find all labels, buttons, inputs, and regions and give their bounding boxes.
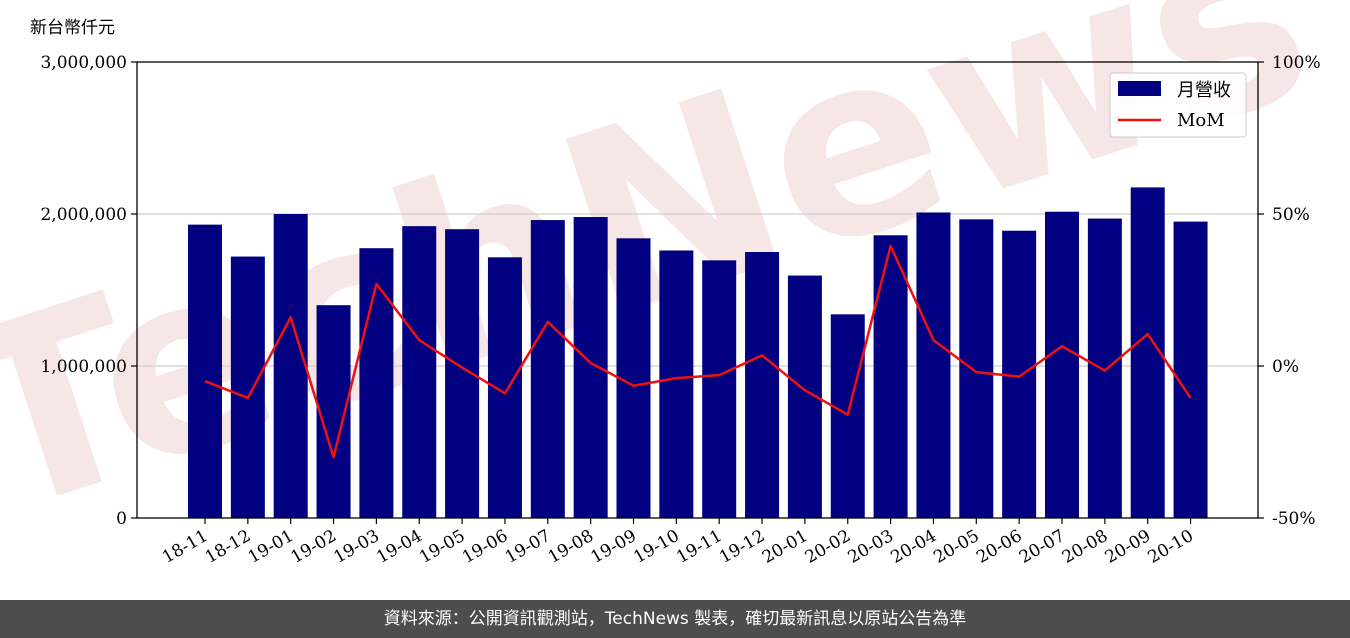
x-tick-label: 20-08: [1059, 526, 1111, 568]
x-tick-label: 19-05: [416, 526, 468, 568]
x-tick-label: 20-09: [1102, 526, 1154, 568]
x-tick-label: 19-12: [716, 526, 768, 568]
x-tick-label: 19-03: [330, 526, 382, 568]
left-axis: 0 1,000,000 2,000,000 3,000,000: [40, 53, 137, 529]
right-tick-label: -50%: [1272, 509, 1316, 529]
mom-line: [204, 244, 1192, 459]
revenue-bar: [188, 224, 222, 518]
left-tick-label: 1,000,000: [40, 357, 127, 377]
revenue-bar: [616, 238, 651, 518]
x-tick-label: 20-01: [759, 526, 811, 568]
x-tick-label: 19-06: [459, 526, 511, 568]
revenue-bar: [1045, 211, 1079, 518]
left-tick-label: 2,000,000: [40, 205, 127, 225]
x-tick-label: 19-08: [545, 526, 597, 568]
mom-series: [204, 244, 1192, 459]
x-tick-label: 19-09: [588, 526, 640, 568]
x-tick-label: 19-01: [245, 526, 297, 568]
plot-frame: [136, 61, 1259, 519]
x-tick-label: 20-05: [930, 526, 982, 568]
revenue-bar: [487, 257, 522, 518]
x-tick-label: 19-10: [630, 526, 682, 568]
revenue-bar: [659, 250, 694, 519]
legend-line-label: MoM: [1177, 110, 1225, 131]
right-tick-label: 0%: [1272, 357, 1299, 377]
x-tick-label: 20-03: [845, 526, 897, 568]
revenue-bar: [359, 248, 394, 518]
revenue-bar: [916, 212, 951, 519]
legend: 月營收 MoM: [1109, 72, 1247, 138]
y-unit-label: 新台幣仟元: [30, 18, 115, 38]
legend-bar-label: 月營收: [1177, 80, 1231, 101]
revenue-bar: [230, 256, 265, 518]
right-tick-label: 100%: [1272, 53, 1321, 73]
revenue-bar: [1173, 221, 1208, 518]
revenue-bar: [402, 226, 437, 518]
x-tick-label: 20-07: [1016, 526, 1068, 568]
revenue-bar: [873, 235, 908, 518]
x-tick-label: 20-06: [973, 526, 1025, 568]
right-tick-label: 50%: [1272, 205, 1310, 225]
x-tick-label: 20-02: [802, 526, 854, 568]
bar-series: [188, 187, 1208, 519]
legend-bar-swatch: [1118, 81, 1161, 96]
x-tick-label: 19-02: [288, 526, 340, 568]
revenue-bar: [1087, 218, 1122, 518]
revenue-bar: [745, 252, 780, 518]
revenue-bar: [702, 260, 737, 518]
x-tick-label: 20-10: [1145, 526, 1197, 568]
source-footer: 資料來源：公開資訊觀測站，TechNews 製表，確切最新訊息以原站公告為準: [0, 600, 1350, 638]
revenue-bar: [573, 217, 608, 519]
revenue-bar: [959, 219, 994, 518]
x-tick-label: 19-04: [373, 526, 425, 568]
x-tick-label: 18-12: [202, 526, 254, 568]
left-tick-label: 3,000,000: [40, 53, 127, 73]
x-tick-label: 18-11: [159, 526, 211, 568]
x-tick-label: 20-04: [888, 526, 940, 568]
x-tick-label: 19-07: [502, 526, 554, 568]
x-tick-label: 19-11: [673, 526, 725, 568]
left-tick-label: 0: [116, 509, 127, 529]
revenue-bar: [273, 214, 308, 518]
revenue-bar: [830, 314, 865, 518]
right-axis: -50% 0% 50% 100%: [1258, 53, 1321, 529]
revenue-bar: [530, 220, 565, 518]
x-axis: 18-1118-1219-0119-0219-0319-0419-0519-06…: [159, 518, 1197, 568]
